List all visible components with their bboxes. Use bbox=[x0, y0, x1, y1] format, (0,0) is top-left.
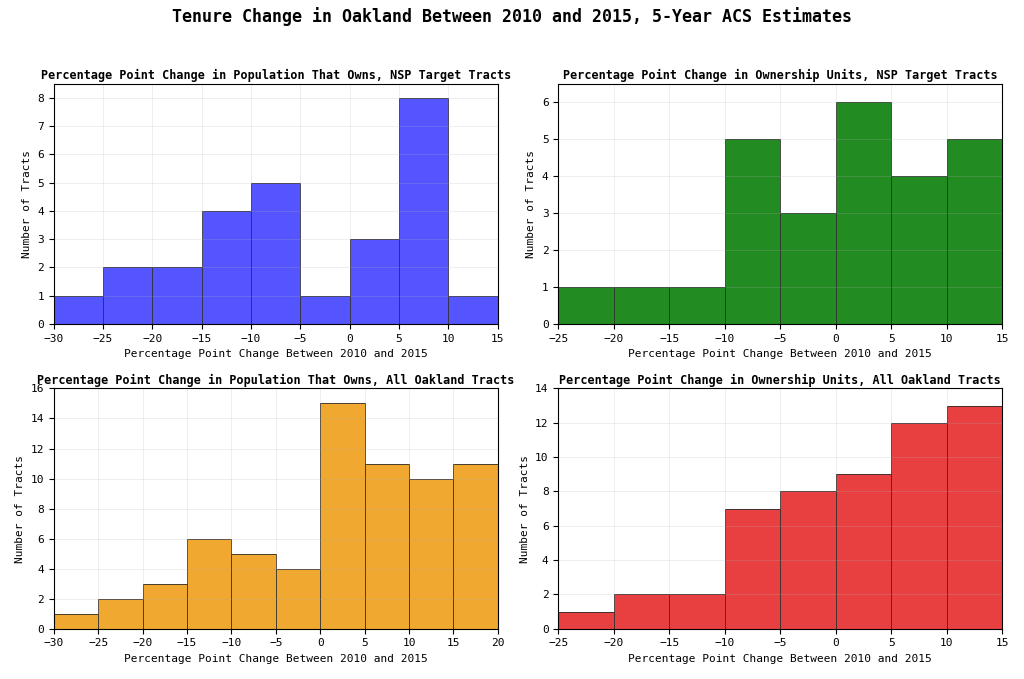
Bar bbox=[350, 239, 399, 324]
Bar bbox=[98, 599, 142, 629]
Bar bbox=[780, 492, 836, 629]
Bar bbox=[202, 210, 251, 324]
Text: Tenure Change in Oakland Between 2010 and 2015, 5-Year ACS Estimates: Tenure Change in Oakland Between 2010 an… bbox=[172, 7, 852, 26]
Bar bbox=[54, 614, 98, 629]
Bar bbox=[251, 183, 300, 324]
Bar bbox=[300, 295, 350, 324]
Bar bbox=[103, 268, 153, 324]
Bar bbox=[836, 102, 891, 324]
Bar bbox=[365, 464, 409, 629]
X-axis label: Percentage Point Change Between 2010 and 2015: Percentage Point Change Between 2010 and… bbox=[629, 349, 932, 359]
Bar bbox=[613, 594, 670, 629]
Bar bbox=[454, 464, 498, 629]
X-axis label: Percentage Point Change Between 2010 and 2015: Percentage Point Change Between 2010 and… bbox=[629, 654, 932, 664]
Bar bbox=[275, 568, 321, 629]
Bar bbox=[947, 139, 1002, 324]
Bar bbox=[947, 405, 1002, 629]
Title: Percentage Point Change in Population That Owns, All Oakland Tracts: Percentage Point Change in Population Th… bbox=[37, 374, 514, 387]
Bar bbox=[891, 423, 947, 629]
Y-axis label: Number of Tracts: Number of Tracts bbox=[22, 150, 32, 258]
Bar bbox=[670, 287, 725, 324]
Title: Percentage Point Change in Ownership Units, All Oakland Tracts: Percentage Point Change in Ownership Uni… bbox=[559, 374, 1001, 387]
Bar bbox=[142, 584, 187, 629]
Bar bbox=[321, 403, 365, 629]
X-axis label: Percentage Point Change Between 2010 and 2015: Percentage Point Change Between 2010 and… bbox=[124, 349, 428, 359]
Bar bbox=[725, 139, 780, 324]
Bar bbox=[725, 509, 780, 629]
Y-axis label: Number of Tracts: Number of Tracts bbox=[519, 454, 529, 563]
Bar bbox=[153, 268, 202, 324]
Bar bbox=[558, 612, 613, 629]
Bar bbox=[613, 287, 670, 324]
Y-axis label: Number of Tracts: Number of Tracts bbox=[526, 150, 537, 258]
Title: Percentage Point Change in Population That Owns, NSP Target Tracts: Percentage Point Change in Population Th… bbox=[41, 69, 511, 82]
Y-axis label: Number of Tracts: Number of Tracts bbox=[15, 454, 25, 563]
Bar bbox=[780, 213, 836, 324]
Title: Percentage Point Change in Ownership Units, NSP Target Tracts: Percentage Point Change in Ownership Uni… bbox=[563, 69, 997, 82]
Bar bbox=[836, 474, 891, 629]
Bar bbox=[187, 538, 231, 629]
Bar bbox=[670, 594, 725, 629]
Bar bbox=[54, 295, 103, 324]
X-axis label: Percentage Point Change Between 2010 and 2015: Percentage Point Change Between 2010 and… bbox=[124, 654, 428, 664]
Bar bbox=[891, 176, 947, 324]
Bar bbox=[231, 553, 275, 629]
Bar bbox=[449, 295, 498, 324]
Bar bbox=[409, 479, 454, 629]
Bar bbox=[558, 287, 613, 324]
Bar bbox=[399, 98, 449, 324]
